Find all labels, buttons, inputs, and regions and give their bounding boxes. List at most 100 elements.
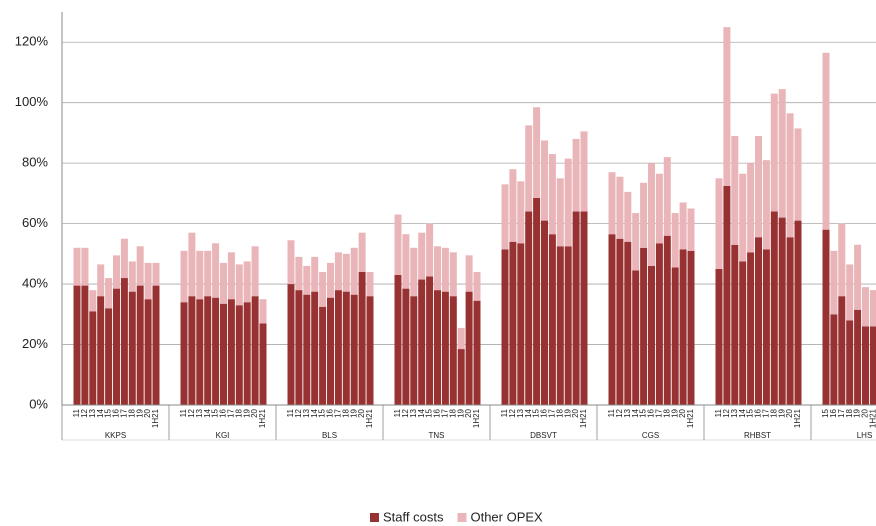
bar-segment — [723, 27, 731, 186]
x-tick-label: 20 — [861, 408, 870, 417]
x-tick-label: 18 — [341, 408, 350, 417]
x-tick-label: 19 — [349, 408, 358, 417]
bar-segment — [410, 296, 418, 405]
x-tick-label: 16 — [112, 408, 121, 417]
x-tick-label: 17 — [762, 408, 771, 417]
x-tick-label: 19 — [670, 408, 679, 417]
bar-segment — [97, 296, 105, 405]
bar-segment — [243, 261, 251, 303]
bar-segment — [679, 202, 687, 250]
x-tick-label: 1H21 — [869, 408, 876, 428]
bar-segment — [81, 247, 89, 286]
bar-segment — [473, 300, 481, 405]
x-tick-label: 11 — [500, 408, 509, 417]
bar-segment — [846, 320, 854, 405]
bar-segment — [441, 247, 449, 292]
bar-segment — [113, 288, 120, 405]
x-tick-label: 18 — [845, 408, 854, 417]
bar-segment — [822, 229, 830, 405]
x-tick-label: 13 — [516, 408, 525, 417]
bar-segment — [350, 294, 358, 405]
bar-segment — [854, 244, 862, 310]
x-tick-label: 20 — [143, 408, 152, 417]
bar-segment — [152, 285, 160, 405]
bar-segment — [830, 250, 838, 315]
legend-swatch — [457, 513, 467, 522]
bar-segment — [517, 243, 525, 405]
group-label: TNS — [429, 431, 445, 440]
bar-segment — [319, 306, 327, 405]
bar-segment — [402, 288, 410, 405]
x-tick-label: 12 — [80, 408, 89, 417]
x-tick-label: 11 — [179, 408, 188, 417]
group-label: RHBST — [744, 431, 771, 440]
bar-segment — [862, 326, 869, 405]
bar-segment — [366, 296, 374, 405]
bar-segment — [580, 131, 588, 212]
bar-segment — [449, 296, 457, 405]
y-tick-label: 60% — [22, 215, 48, 230]
x-tick-label: 16 — [540, 408, 549, 417]
bar-segment — [572, 211, 580, 405]
group-label: KGI — [216, 431, 230, 440]
bar-segment — [434, 246, 441, 291]
x-tick-label: 11 — [286, 408, 295, 417]
bar-segment — [311, 291, 319, 405]
x-tick-label: 19 — [456, 408, 465, 417]
bar-segment — [663, 157, 671, 236]
bar-segment — [457, 327, 465, 350]
bar-segment — [533, 197, 541, 405]
bar-segment — [739, 173, 747, 262]
x-tick-label: 1H21 — [579, 408, 588, 428]
bar-segment — [755, 135, 762, 238]
bar-segment — [180, 250, 188, 303]
bar-segment — [739, 261, 747, 405]
bar-segment — [846, 264, 854, 321]
bar-segment — [188, 296, 196, 405]
bar-segment — [533, 107, 541, 198]
y-tick-label: 80% — [22, 155, 48, 170]
x-tick-label: 1H21 — [472, 408, 481, 428]
bar-segment — [227, 252, 235, 300]
bar-segment — [517, 181, 525, 244]
bar-segment — [648, 265, 655, 405]
bar-segment — [128, 291, 136, 405]
bar-segment — [747, 252, 755, 405]
x-tick-label: 14 — [96, 408, 105, 417]
bar-segment — [113, 255, 120, 289]
x-tick-label: 13 — [730, 408, 739, 417]
bar-segment — [564, 158, 572, 247]
bar-segment — [541, 140, 548, 221]
bar-segment — [541, 220, 548, 405]
x-tick-label: 17 — [120, 408, 129, 417]
x-tick-label: 11 — [393, 408, 402, 417]
x-tick-label: 16 — [754, 408, 763, 417]
bar-segment — [251, 296, 259, 405]
bar-segment — [778, 217, 786, 405]
x-tick-label: 13 — [623, 408, 632, 417]
bar-segment — [640, 247, 648, 405]
bar-segment — [838, 223, 846, 297]
bar-segment — [632, 270, 640, 405]
bar-segment — [334, 252, 342, 291]
bar-segment — [556, 246, 564, 405]
x-tick-label: 18 — [769, 408, 778, 417]
bar-segment — [188, 232, 196, 297]
bar-segment — [342, 291, 350, 405]
x-tick-label: 16 — [219, 408, 228, 417]
bar-segment — [616, 238, 624, 405]
x-tick-label: 12 — [401, 408, 410, 417]
bar-segment — [287, 240, 295, 285]
x-tick-label: 20 — [464, 408, 473, 417]
bar-segment — [830, 314, 838, 405]
x-tick-label: 11 — [714, 408, 723, 417]
bar-segment — [366, 271, 374, 297]
bar-segment — [144, 299, 152, 405]
bar-segment — [358, 232, 366, 272]
x-tick-label: 18 — [662, 408, 671, 417]
x-tick-label: 20 — [357, 408, 366, 417]
bar-segment — [73, 247, 81, 286]
bar-segment — [715, 178, 723, 269]
bar-segment — [196, 299, 204, 405]
bar-segment — [295, 256, 303, 291]
